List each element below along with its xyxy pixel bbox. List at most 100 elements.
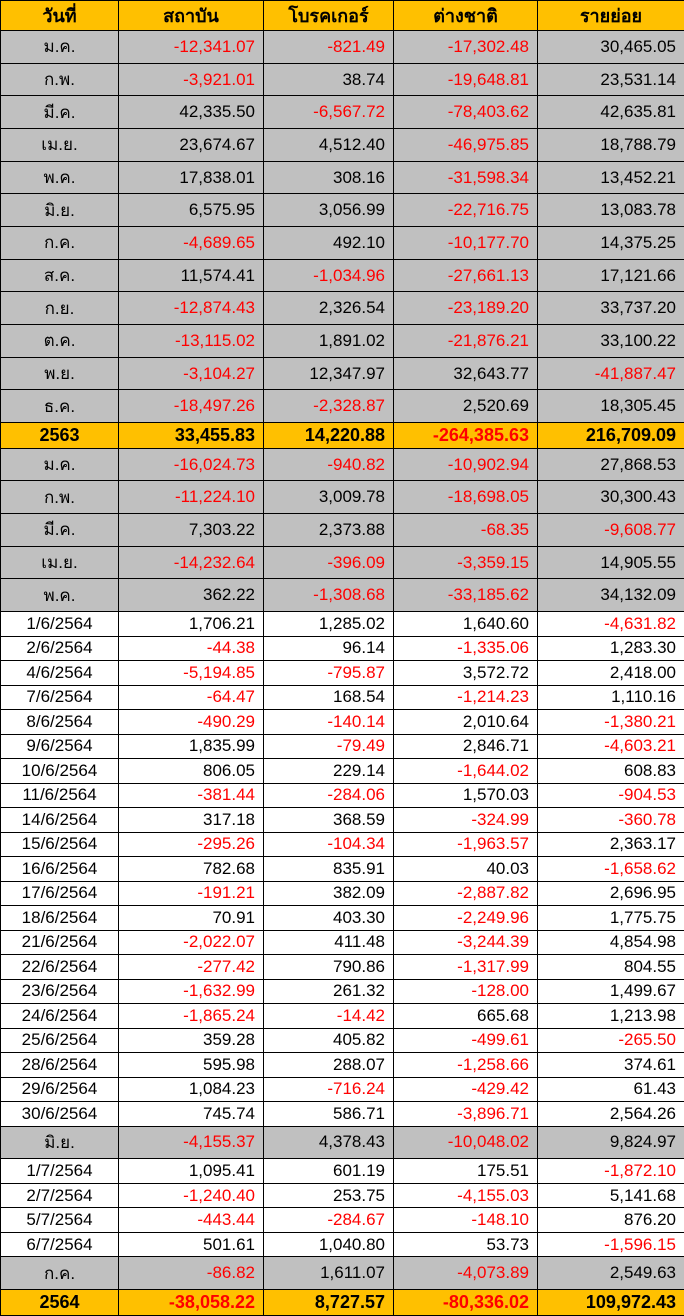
value-cell: -4,631.82 (537, 611, 684, 637)
value-cell: 4,512.40 (263, 128, 394, 162)
value-cell: 1,499.67 (537, 978, 684, 1005)
value-cell: -429.42 (393, 1076, 538, 1103)
value-cell: -78,403.62 (393, 95, 538, 130)
value-cell: 11,574.41 (118, 258, 264, 293)
row-label: 28/6/2564 (0, 1052, 119, 1078)
table-row: 2/7/2564 -1,240.40 253.75 -4,155.03 5,141.68 (0, 1182, 684, 1209)
value-cell: -31,598.34 (393, 160, 538, 195)
table-row: ก.ย. -12,874.43 2,326.54 -23,189.20 33,737.2… (0, 291, 684, 326)
table-row: 22/6/2564 -277.42 790.86 -1,317.99 804.55 (0, 954, 684, 980)
value-cell: 362.22 (118, 578, 264, 613)
value-cell: 7,303.22 (118, 513, 264, 547)
value-cell: 835.91 (263, 856, 394, 882)
table-row: 21/6/2564 -2,022.07 411.48 -3,244.39 4,854.9… (0, 929, 684, 956)
table-row: 24/6/2564 -1,865.24 -14.42 665.68 1,213.98 (0, 1003, 684, 1029)
value-cell: -3,359.15 (393, 545, 538, 580)
table-row: 17/6/2564 -191.21 382.09 -2,887.82 2,696.95 (0, 880, 684, 907)
value-cell: 61.43 (537, 1076, 684, 1103)
value-cell: -22,716.75 (393, 193, 538, 228)
value-cell: -6,567.72 (263, 95, 394, 130)
value-cell: -1,335.06 (393, 635, 538, 662)
value-cell: -360.78 (537, 807, 684, 833)
value-cell: 1,706.21 (118, 611, 264, 637)
value-cell: -17,302.48 (393, 30, 538, 64)
value-cell: -4,155.37 (118, 1125, 264, 1160)
row-label: 2/6/2564 (0, 635, 119, 662)
value-cell: 6,575.95 (118, 193, 264, 228)
value-cell: -44.38 (118, 635, 264, 662)
table-row: มี.ค. 7,303.22 2,373.88 -68.35 -9,608.77 (0, 513, 684, 547)
row-label: 23/6/2564 (0, 978, 119, 1005)
value-cell: -3,104.27 (118, 356, 264, 391)
value-cell: 2,363.17 (537, 831, 684, 858)
value-cell: 27,868.53 (537, 447, 684, 482)
value-cell: -1,596.15 (537, 1231, 684, 1258)
table-row: 6/7/2564 501.61 1,040.80 53.73 -1,596.15 (0, 1231, 684, 1258)
value-cell: 782.68 (118, 856, 264, 882)
table-row: 11/6/2564 -381.44 -284.06 1,570.03 -904.53 (0, 782, 684, 809)
row-label: 8/6/2564 (0, 709, 119, 735)
value-cell: -2,022.07 (118, 929, 264, 956)
value-cell: 374.61 (537, 1052, 684, 1078)
row-label: 17/6/2564 (0, 880, 119, 907)
table-row: มิ.ย. -4,155.37 4,378.43 -10,048.02 9,824.97 (0, 1125, 684, 1160)
value-cell: -104.34 (263, 831, 394, 858)
value-cell: 2,326.54 (263, 291, 394, 326)
value-cell: -3,921.01 (118, 62, 264, 97)
value-cell: -795.87 (263, 660, 394, 686)
row-label: ม.ค. (0, 447, 119, 482)
table-row: 8/6/2564 -490.29 -140.14 2,010.64 -1,380.21 (0, 709, 684, 735)
value-cell: -265.50 (537, 1027, 684, 1054)
value-cell: -2,887.82 (393, 880, 538, 907)
value-cell: 216,709.09 (537, 422, 684, 449)
value-cell: 2,010.64 (393, 709, 538, 735)
value-cell: 33,455.83 (118, 422, 264, 449)
row-label: 2563 (0, 422, 119, 449)
value-cell: -490.29 (118, 709, 264, 735)
value-cell: -64.47 (118, 684, 264, 711)
value-cell: -9,608.77 (537, 513, 684, 547)
value-cell: -10,048.02 (393, 1125, 538, 1160)
value-cell: 1,611.07 (263, 1256, 394, 1290)
value-cell: 23,674.67 (118, 128, 264, 162)
row-label: 18/6/2564 (0, 905, 119, 931)
table-row: 2564 -38,058.22 8,727.57 -80,336.02 109,972.… (0, 1288, 684, 1316)
value-cell: 2,564.26 (537, 1101, 684, 1127)
row-label: 1/7/2564 (0, 1158, 119, 1184)
table-row: พ.ค. 362.22 -1,308.68 -33,185.62 34,132.09 (0, 578, 684, 613)
table-row: 1/6/2564 1,706.21 1,285.02 1,640.60 -4,631.8… (0, 611, 684, 637)
value-cell: 501.61 (118, 1231, 264, 1258)
value-cell: 33,100.22 (537, 324, 684, 358)
row-label: 9/6/2564 (0, 733, 119, 760)
value-cell: 317.18 (118, 807, 264, 833)
value-cell: 2,549.63 (537, 1256, 684, 1290)
value-cell: 8,727.57 (263, 1288, 394, 1316)
value-cell: 1,570.03 (393, 782, 538, 809)
value-cell: 70.91 (118, 905, 264, 931)
value-cell: 1,084.23 (118, 1076, 264, 1103)
value-cell: 1,891.02 (263, 324, 394, 358)
value-cell: -716.24 (263, 1076, 394, 1103)
row-label: พ.ย. (0, 356, 119, 391)
value-cell: 745.74 (118, 1101, 264, 1127)
row-label: ก.ค. (0, 1256, 119, 1290)
value-cell: -1,034.96 (263, 258, 394, 293)
column-header: รายย่อย (537, 0, 684, 31)
value-cell: -86.82 (118, 1256, 264, 1290)
table-row: มี.ค. 42,335.50 -6,567.72 -78,403.62 42,635.… (0, 95, 684, 130)
value-cell: -14.42 (263, 1003, 394, 1029)
value-cell: 42,335.50 (118, 95, 264, 130)
value-cell: 17,838.01 (118, 160, 264, 195)
row-label: ก.พ. (0, 62, 119, 97)
value-cell: -21,876.21 (393, 324, 538, 358)
value-cell: 2,520.69 (393, 389, 538, 424)
value-cell: 18,788.79 (537, 128, 684, 162)
column-header: วันที่ (0, 0, 119, 31)
table-row: 4/6/2564 -5,194.85 -795.87 3,572.72 2,418.00 (0, 660, 684, 686)
value-cell: 18,305.45 (537, 389, 684, 424)
value-cell: -1,380.21 (537, 709, 684, 735)
value-cell: -12,341.07 (118, 30, 264, 64)
value-cell: 13,083.78 (537, 193, 684, 228)
table-row: 30/6/2564 745.74 586.71 -3,896.71 2,564.26 (0, 1101, 684, 1127)
value-cell: 14,905.55 (537, 545, 684, 580)
